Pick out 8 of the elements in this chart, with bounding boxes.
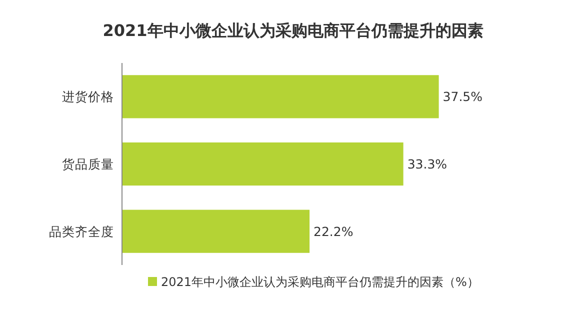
y-tick-label: 品类齐全度 [49,224,114,239]
y-tick-label: 进货价格 [62,89,114,104]
legend-label: 2021年中小微企业认为采购电商平台仍需提升的因素（%） [161,275,479,289]
data-label: 33.3% [407,156,448,172]
chart-title: 2021年中小微企业认为采购电商平台仍需提升的因素 [102,21,484,40]
data-label: 37.5% [442,89,483,104]
y-tick-label: 货品质量 [62,156,114,172]
data-label: 22.2% [314,224,354,239]
